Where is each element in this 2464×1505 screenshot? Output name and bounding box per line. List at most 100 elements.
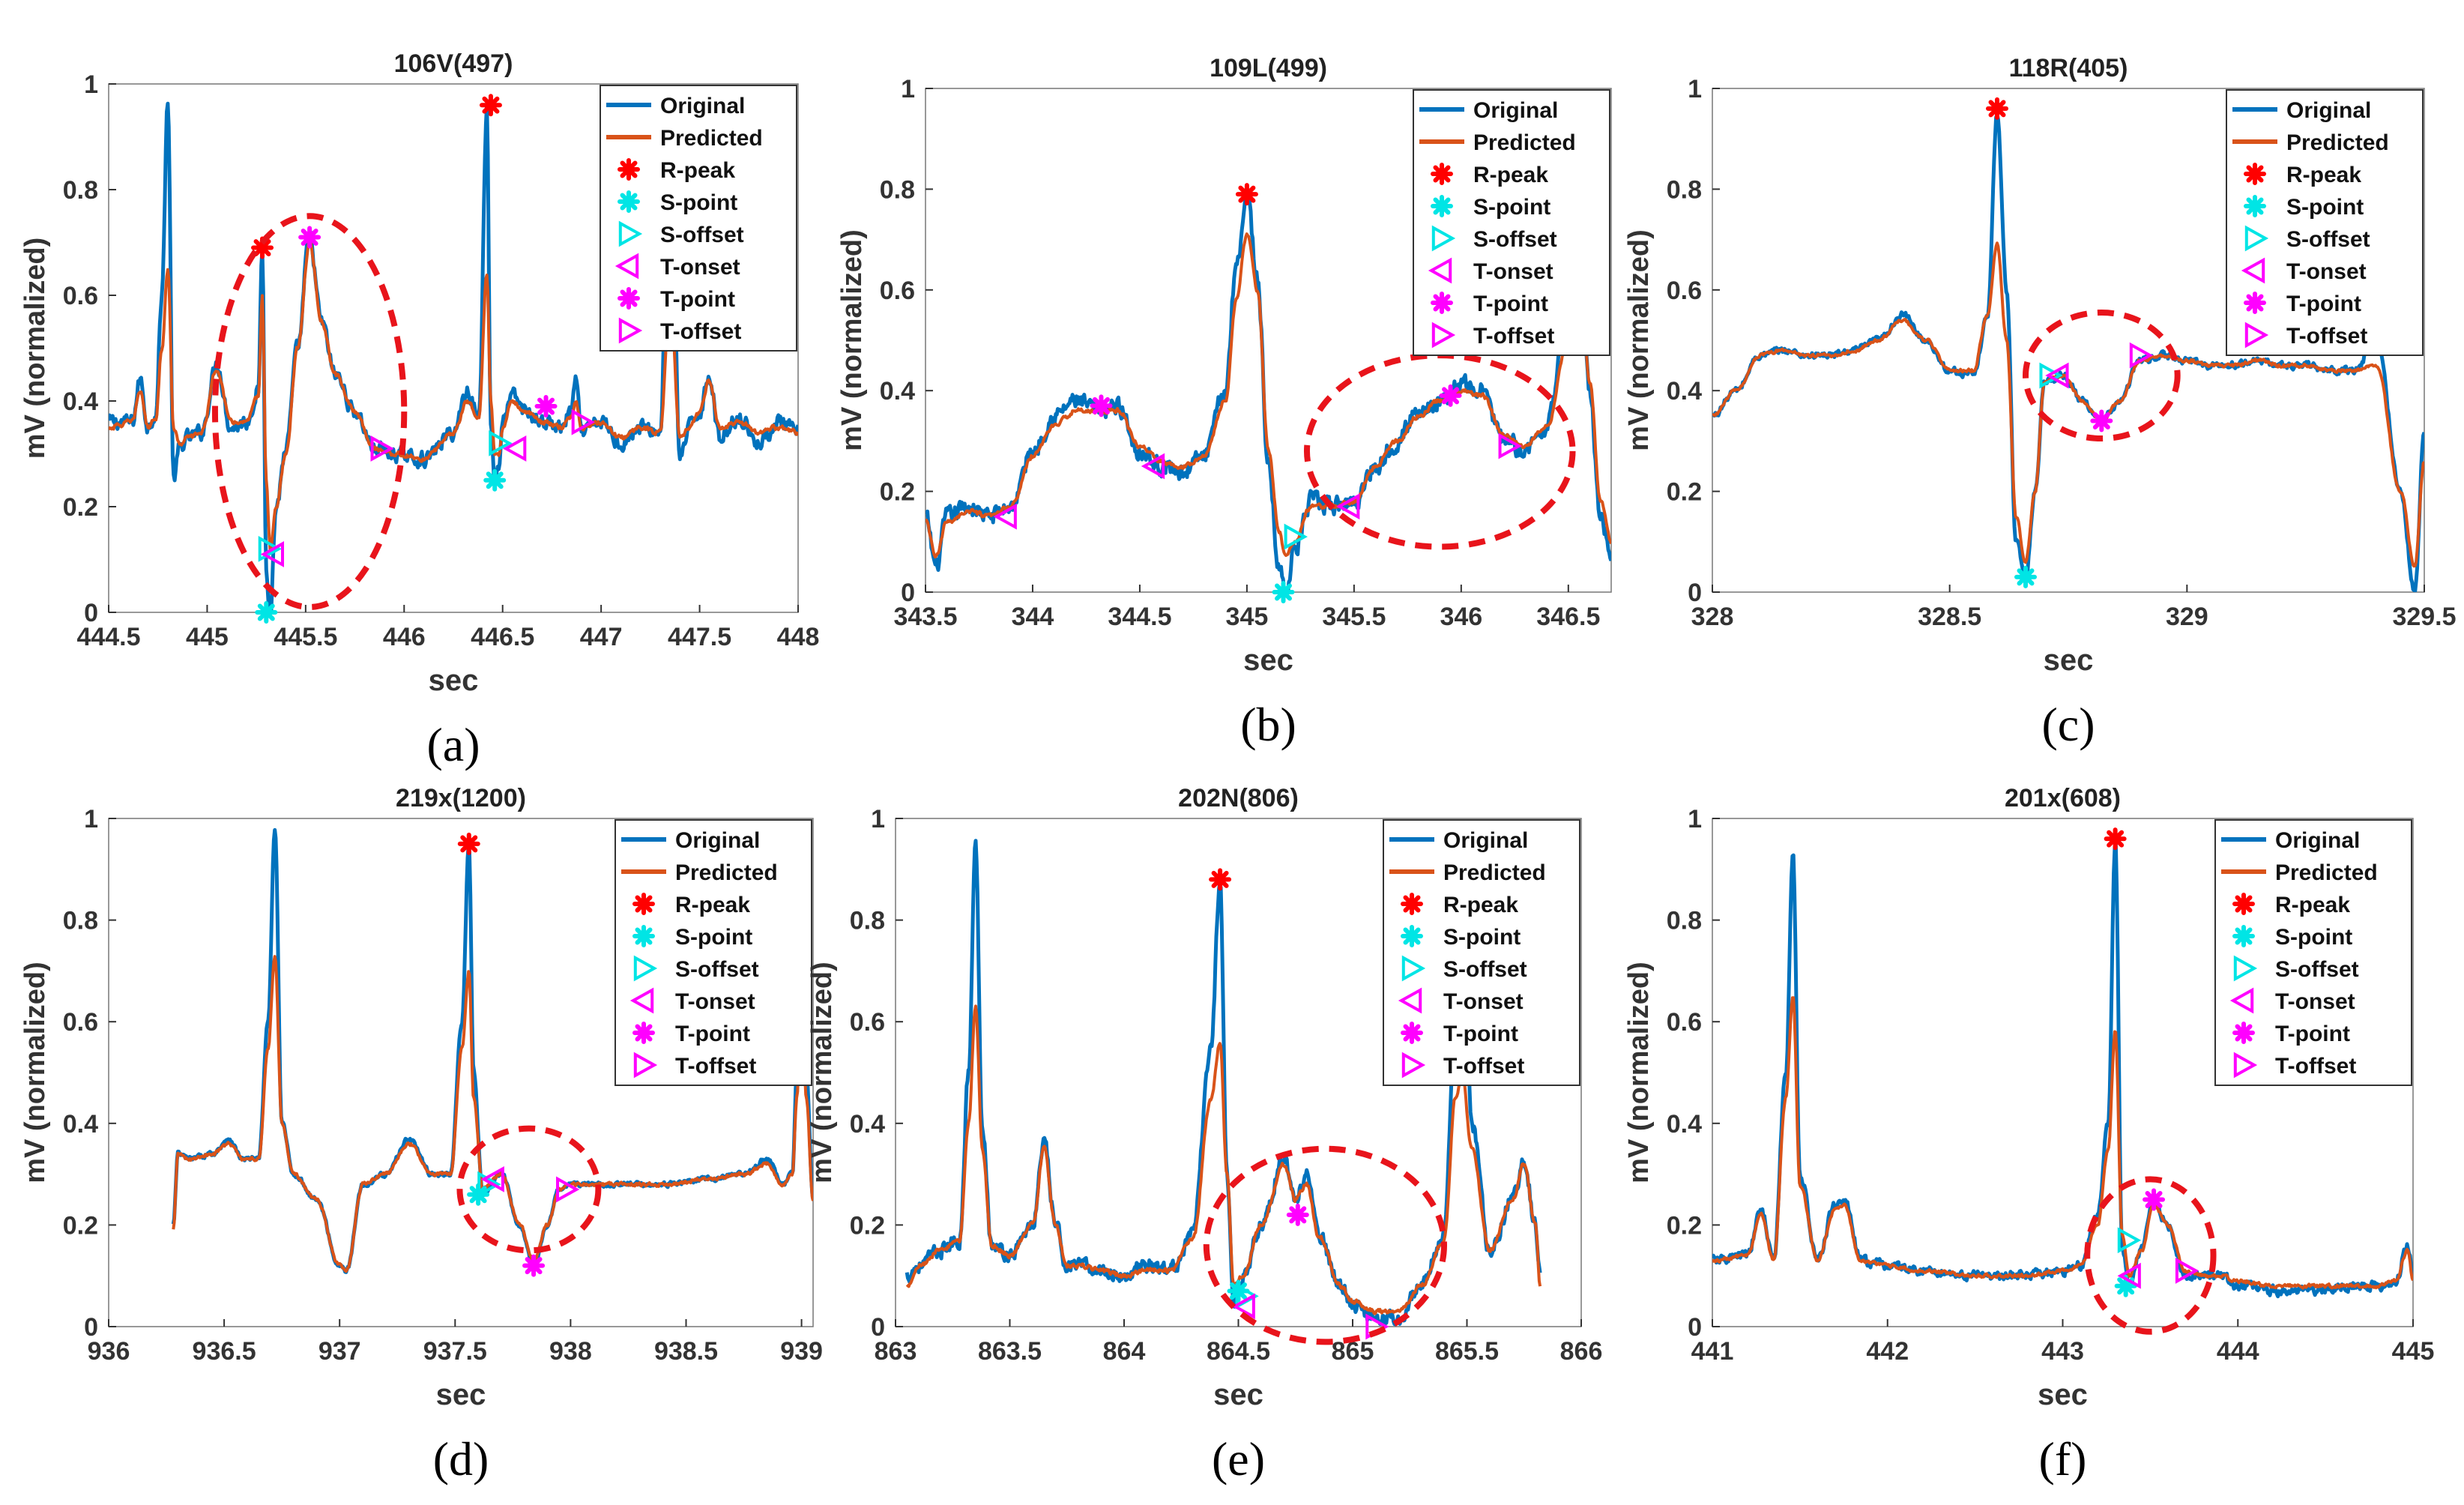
marker-t-point — [1439, 384, 1462, 407]
x-tick-label: 864.5 — [1207, 1337, 1270, 1366]
legend-swatch-s-offset — [1431, 225, 1456, 252]
panel-label: (e) — [1212, 1432, 1265, 1486]
marker-t-point — [2090, 409, 2113, 432]
legend-label: T-onset — [660, 255, 740, 280]
x-tick-label: 447 — [580, 623, 623, 651]
x-tick-label: 442 — [1866, 1337, 1909, 1366]
y-tick-label: 0.8 — [850, 907, 885, 935]
panel-label: (a) — [426, 718, 480, 771]
x-axis-label: sec — [2038, 1378, 2088, 1411]
legend-label: T-offset — [2286, 324, 2367, 349]
legend-swatch-s-point — [1431, 195, 1453, 217]
x-tick-label: 444 — [2217, 1337, 2259, 1366]
legend-swatch-t-offset — [633, 1052, 658, 1079]
legend-swatch-s-offset — [618, 220, 643, 247]
y-tick-label: 0.4 — [880, 377, 915, 405]
marker-s-offset — [2117, 1227, 2142, 1254]
chart-panel: 201x(608) 441 442 443 444 445 0 0.2 0.4 0.6 0.8 1 se… — [1623, 784, 2434, 1486]
marker-t-offset — [370, 435, 394, 462]
x-tick-label: 344.5 — [1108, 603, 1171, 631]
marker-t-point — [534, 395, 558, 418]
y-tick-label: 1 — [901, 75, 915, 103]
legend-label: Predicted — [2275, 860, 2378, 885]
x-tick-label: 346 — [1440, 603, 1482, 631]
marker-r-peak — [1209, 868, 1232, 891]
x-tick-label: 345 — [1226, 603, 1269, 631]
y-tick-label: 0.2 — [63, 493, 98, 522]
marker-s-point — [483, 468, 507, 492]
legend-label: T-onset — [1443, 989, 1524, 1014]
marker-t-point — [298, 226, 321, 249]
legend-label: S-offset — [2275, 957, 2359, 982]
x-tick-label: 445 — [2392, 1337, 2435, 1366]
chart-panel: 118R(405) 328 328.5 329 329.5 0 0.2 0.4 0.6 0.8 1 s… — [1623, 54, 2457, 751]
marker-t-onset — [480, 1165, 504, 1192]
marker-r-peak — [2104, 827, 2127, 851]
y-tick-label: 0.4 — [1667, 377, 1702, 405]
y-tick-label: 0.8 — [1667, 175, 1702, 204]
chart-title: 109L(499) — [1210, 54, 1327, 82]
y-tick-label: 0 — [84, 599, 98, 627]
legend-label: T-offset — [1473, 324, 1554, 349]
marker-t-point — [1090, 394, 1113, 417]
y-tick-label: 0.4 — [63, 1110, 98, 1138]
legend-label: R-peak — [2286, 163, 2361, 187]
series-line-predicted — [109, 240, 798, 552]
marker-s-offset — [1284, 523, 1308, 550]
panel-label: (f) — [2039, 1432, 2087, 1486]
y-tick-label: 0 — [871, 1313, 885, 1342]
legend-label: S-point — [660, 190, 737, 215]
legend-swatch-t-onset — [2229, 987, 2254, 1014]
highlight-ellipse — [211, 213, 408, 610]
y-tick-label: 1 — [84, 805, 98, 833]
legend-label: S-point — [2286, 195, 2364, 220]
y-tick-label: 0.8 — [1667, 907, 1702, 935]
legend-label: T-point — [660, 287, 735, 312]
marker-t-offset — [2129, 342, 2154, 369]
x-tick-label: 448 — [777, 623, 820, 651]
legend-swatch-t-onset — [629, 987, 654, 1014]
marker-t-onset — [2045, 362, 2069, 389]
x-tick-label: 441 — [1691, 1337, 1734, 1366]
marker-t-onset — [260, 541, 284, 567]
x-axis-label: sec — [1243, 644, 1293, 677]
marker-s-point — [1272, 581, 1295, 603]
plot-content — [109, 86, 798, 612]
legend-swatch-s-point — [2232, 925, 2255, 947]
x-tick-label: 446.5 — [471, 623, 534, 651]
legend: Original Predicted R-peak S-point S-offset T-… — [1383, 819, 1580, 1086]
x-tick-label: 936.5 — [193, 1337, 256, 1366]
legend-label: S-offset — [1473, 227, 1557, 252]
legend-label: S-point — [2275, 925, 2352, 950]
marker-t-point — [2143, 1188, 2166, 1211]
legend-swatch-t-point — [2244, 292, 2266, 314]
x-tick-label: 444.5 — [76, 623, 140, 651]
legend-label: R-peak — [1473, 163, 1548, 187]
legend-label: S-offset — [675, 957, 759, 982]
legend-label: T-onset — [675, 989, 755, 1014]
y-tick-label: 0.2 — [1667, 478, 1702, 507]
legend-swatch-t-onset — [1428, 257, 1452, 284]
plot-content — [905, 835, 1542, 1327]
highlight-ellipse — [2023, 310, 2181, 442]
legend-label: Predicted — [675, 860, 778, 885]
x-tick-label: 939 — [780, 1337, 823, 1366]
y-axis-label: mV (normalized) — [19, 962, 51, 1183]
panel-label: (b) — [1240, 698, 1296, 751]
legend-box — [600, 85, 797, 352]
legend-swatch-t-point — [1431, 292, 1453, 314]
x-tick-label: 343.5 — [893, 603, 957, 631]
legend-swatch-t-point — [2232, 1022, 2255, 1044]
x-axis-label: sec — [1213, 1378, 1263, 1411]
x-tick-label: 936 — [88, 1337, 130, 1366]
y-tick-label: 0.2 — [850, 1211, 885, 1240]
legend-swatch-s-point — [632, 925, 655, 947]
legend-label: T-offset — [660, 319, 741, 344]
marker-t-onset — [993, 503, 1017, 530]
marker-s-offset — [489, 430, 513, 456]
chart-title: 219x(1200) — [396, 784, 526, 812]
panel-label: (c) — [2041, 698, 2095, 751]
marker-r-peak — [479, 94, 502, 117]
x-axis-label: sec — [429, 664, 479, 697]
x-tick-label: 865.5 — [1435, 1337, 1499, 1366]
